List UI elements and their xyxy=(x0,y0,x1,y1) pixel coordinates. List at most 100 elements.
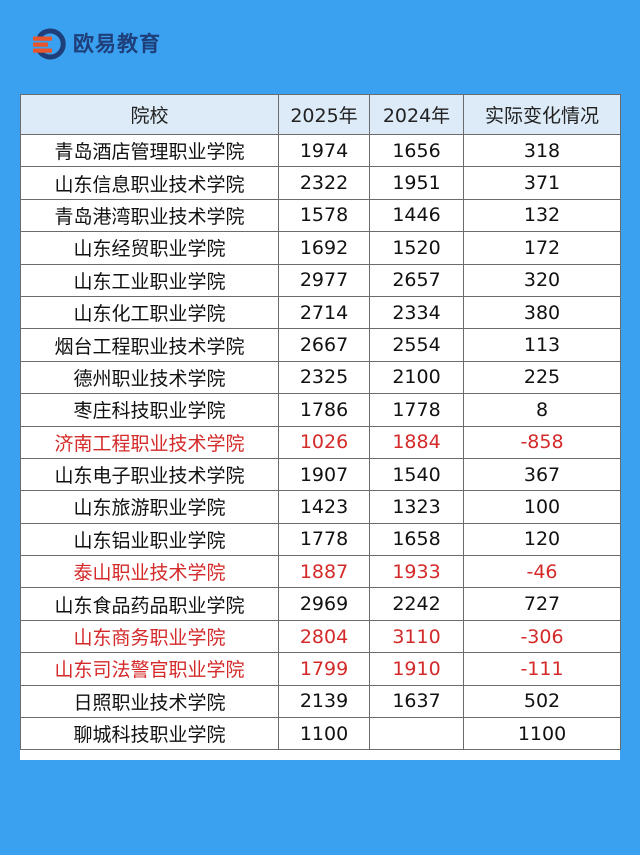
table-row: 山东经贸职业学院 1692 1520 172 xyxy=(20,231,621,265)
cell-school: 泰山职业技术学院 xyxy=(20,555,279,589)
data-table-container: 院校 2025年 2024年 实际变化情况 青岛酒店管理职业学院 1974 1656… xyxy=(20,94,621,760)
cell-2024 xyxy=(369,717,464,751)
table-row: 山东电子职业技术学院 1907 1540 367 xyxy=(20,457,621,492)
cell-2024: 3110 xyxy=(369,619,464,654)
table-row: 德州职业技术学院 2325 2100 225 xyxy=(20,360,621,395)
cell-school: 聊城科技职业学院 xyxy=(20,717,279,751)
cell-school: 德州职业技术学院 xyxy=(20,360,279,395)
cell-school: 山东司法警官职业学院 xyxy=(20,652,279,686)
cell-change: -306 xyxy=(463,619,621,654)
cell-change: 367 xyxy=(463,457,621,492)
cell-2025: 2325 xyxy=(278,360,370,395)
cell-2025: 2977 xyxy=(278,263,370,297)
data-table: 院校 2025年 2024年 实际变化情况 青岛酒店管理职业学院 1974 1656… xyxy=(20,94,621,751)
header-2024: 2024年 xyxy=(369,94,464,135)
table-header-row: 院校 2025年 2024年 实际变化情况 xyxy=(20,94,621,135)
cell-2024: 1323 xyxy=(369,490,464,524)
cell-2025: 2139 xyxy=(278,684,370,719)
cell-change: -858 xyxy=(463,425,621,459)
cell-school: 山东化工职业学院 xyxy=(20,295,279,330)
cell-school: 山东电子职业技术学院 xyxy=(20,457,279,492)
cell-2025: 1100 xyxy=(278,717,370,751)
cell-school: 山东食品药品职业学院 xyxy=(20,587,279,621)
table-row: 山东工业职业学院 2977 2657 320 xyxy=(20,263,621,297)
table-row: 山东信息职业技术学院 2322 1951 371 xyxy=(20,166,621,200)
cell-2025: 1907 xyxy=(278,457,370,492)
table-row: 泰山职业技术学院 1887 1933 -46 xyxy=(20,555,621,589)
table-row: 山东食品药品职业学院 2969 2242 727 xyxy=(20,587,621,621)
cell-2025: 1786 xyxy=(278,393,370,427)
cell-2025: 2667 xyxy=(278,328,370,362)
table-row: 青岛酒店管理职业学院 1974 1656 318 xyxy=(20,133,621,168)
cell-change: 120 xyxy=(463,522,621,557)
cell-2024: 1933 xyxy=(369,555,464,589)
cell-change: 8 xyxy=(463,393,621,427)
brand-name: 欧易教育 xyxy=(73,32,161,56)
cell-2024: 1910 xyxy=(369,652,464,686)
cell-change: 100 xyxy=(463,490,621,524)
cell-school: 青岛港湾职业技术学院 xyxy=(20,198,279,233)
cell-school: 烟台工程职业技术学院 xyxy=(20,328,279,362)
cell-school: 山东商务职业学院 xyxy=(20,619,279,654)
cell-2025: 1578 xyxy=(278,198,370,233)
cell-change: 132 xyxy=(463,198,621,233)
cell-2024: 1656 xyxy=(369,133,464,168)
cell-2024: 1637 xyxy=(369,684,464,719)
cell-2025: 1974 xyxy=(278,133,370,168)
cell-school: 青岛酒店管理职业学院 xyxy=(20,133,279,168)
cell-2025: 1692 xyxy=(278,231,370,265)
header-change: 实际变化情况 xyxy=(463,94,621,135)
table-row: 青岛港湾职业技术学院 1578 1446 132 xyxy=(20,198,621,233)
cell-2024: 1884 xyxy=(369,425,464,459)
table-row: 日照职业技术学院 2139 1637 502 xyxy=(20,684,621,719)
cell-change: 318 xyxy=(463,133,621,168)
cell-school: 山东铝业职业学院 xyxy=(20,522,279,557)
cell-change: -111 xyxy=(463,652,621,686)
cell-change: 380 xyxy=(463,295,621,330)
cell-2024: 2334 xyxy=(369,295,464,330)
table-row: 烟台工程职业技术学院 2667 2554 113 xyxy=(20,328,621,362)
cell-2025: 2969 xyxy=(278,587,370,621)
cell-2025: 1778 xyxy=(278,522,370,557)
cell-change: 1100 xyxy=(463,717,621,751)
table-row: 山东铝业职业学院 1778 1658 120 xyxy=(20,522,621,557)
table-row: 山东商务职业学院 2804 3110 -306 xyxy=(20,619,621,654)
cell-2024: 1951 xyxy=(369,166,464,200)
cell-2024: 1540 xyxy=(369,457,464,492)
cell-2024: 1520 xyxy=(369,231,464,265)
header-2025: 2025年 xyxy=(278,94,370,135)
cell-school: 济南工程职业技术学院 xyxy=(20,425,279,459)
table-row: 济南工程职业技术学院 1026 1884 -858 xyxy=(20,425,621,459)
cell-school: 山东旅游职业学院 xyxy=(20,490,279,524)
brand-logo-icon xyxy=(33,28,66,60)
cell-2024: 2242 xyxy=(369,587,464,621)
cell-2024: 1446 xyxy=(369,198,464,233)
cell-school: 山东经贸职业学院 xyxy=(20,231,279,265)
cell-change: 371 xyxy=(463,166,621,200)
cell-school: 枣庄科技职业学院 xyxy=(20,393,279,427)
cell-2025: 1887 xyxy=(278,555,370,589)
cell-2024: 2554 xyxy=(369,328,464,362)
cell-2025: 2714 xyxy=(278,295,370,330)
header-school: 院校 xyxy=(20,94,279,135)
cell-2024: 1778 xyxy=(369,393,464,427)
cell-2025: 1026 xyxy=(278,425,370,459)
cell-2025: 2322 xyxy=(278,166,370,200)
table-row: 聊城科技职业学院 1100 1100 xyxy=(20,717,621,751)
table-row: 山东化工职业学院 2714 2334 380 xyxy=(20,295,621,330)
cell-school: 山东工业职业学院 xyxy=(20,263,279,297)
cell-change: 502 xyxy=(463,684,621,719)
brand-logo: 欧易教育 xyxy=(31,25,161,61)
table-row: 山东司法警官职业学院 1799 1910 -111 xyxy=(20,652,621,686)
cell-2025: 1423 xyxy=(278,490,370,524)
table-row: 山东旅游职业学院 1423 1323 100 xyxy=(20,490,621,524)
cell-2024: 2657 xyxy=(369,263,464,297)
cell-2024: 2100 xyxy=(369,360,464,395)
table-body: 青岛酒店管理职业学院 1974 1656 318 山东信息职业技术学院 2322 1951 3… xyxy=(20,133,621,751)
table-row: 枣庄科技职业学院 1786 1778 8 xyxy=(20,393,621,427)
cell-change: 225 xyxy=(463,360,621,395)
cell-change: 113 xyxy=(463,328,621,362)
cell-change: 727 xyxy=(463,587,621,621)
cell-change: 320 xyxy=(463,263,621,297)
cell-school: 山东信息职业技术学院 xyxy=(20,166,279,200)
